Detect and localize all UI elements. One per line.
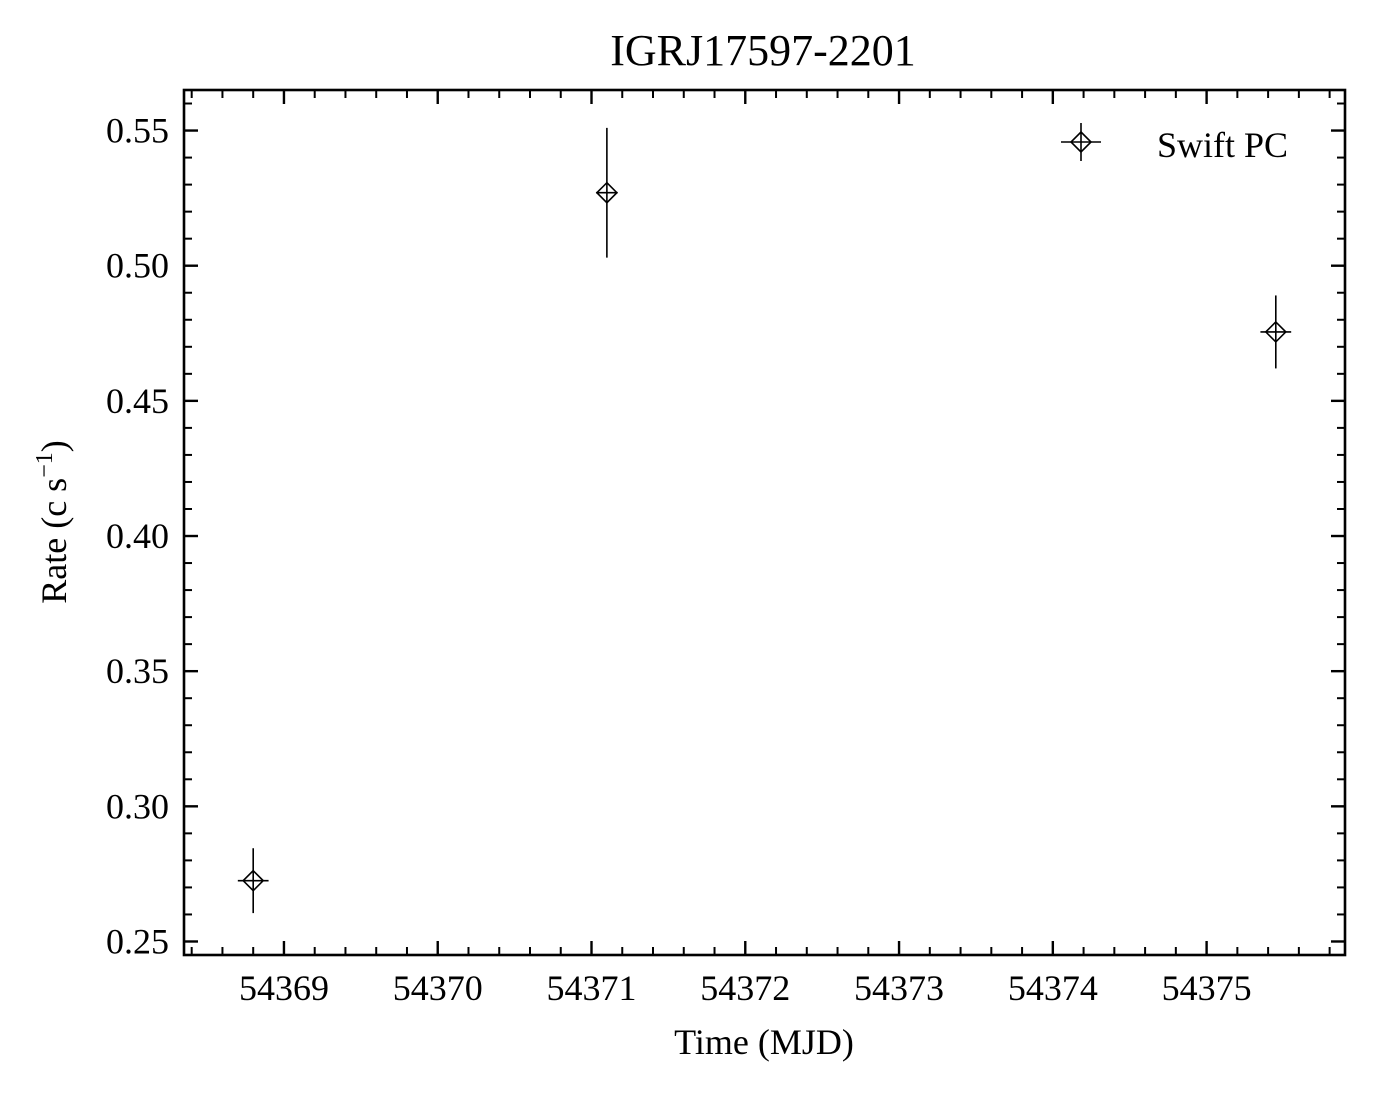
- y-axis-label-main: Rate (c s: [34, 478, 74, 604]
- y-tick-label: 0.45: [106, 381, 169, 421]
- x-axis-label: Time (MJD): [674, 1022, 854, 1062]
- x-tick-label: 54374: [1008, 968, 1098, 1008]
- axis-ticks: [184, 90, 1345, 955]
- legend-diamond: [1069, 130, 1093, 154]
- y-tick-label: 0.30: [106, 786, 169, 826]
- x-tick-label: 54373: [854, 968, 944, 1008]
- data-point: [595, 127, 619, 258]
- y-tick-labels: 0.25 0.30 0.35 0.40 0.45 0.50 0.55: [106, 111, 169, 962]
- y-axis-label-close: ): [34, 440, 74, 452]
- y-tick-label: 0.25: [106, 921, 169, 961]
- y-tick-label: 0.50: [106, 246, 169, 286]
- y-tick-label: 0.35: [106, 651, 169, 691]
- y-axis-label-exponent: −1: [32, 452, 58, 478]
- diamond-marker: [595, 181, 619, 204]
- y-axis-label: Rate (c s−1): [32, 440, 74, 604]
- diamond-marker: [1264, 320, 1287, 344]
- diamond-marker: [242, 869, 265, 892]
- y-tick-label: 0.55: [106, 111, 169, 151]
- legend-marker: [1061, 123, 1101, 161]
- x-tick-label: 54372: [700, 968, 790, 1008]
- legend-label: Swift PC: [1157, 125, 1288, 165]
- x-tick-labels: 54369 54370 54371 54372 54373 54374 54375: [239, 968, 1252, 1008]
- chart-title: IGRJ17597-2201: [610, 26, 916, 75]
- x-tick-label: 54369: [239, 968, 329, 1008]
- x-tick-label: 54371: [547, 968, 637, 1008]
- plot-frame: [182, 88, 1347, 957]
- x-tick-label: 54370: [393, 968, 483, 1008]
- x-tick-label: 54375: [1162, 968, 1252, 1008]
- legend: Swift PC: [1061, 123, 1288, 165]
- data-point: [1260, 295, 1292, 369]
- data-point: [237, 848, 269, 914]
- y-tick-label: 0.40: [106, 516, 169, 556]
- data-points: [237, 127, 1292, 914]
